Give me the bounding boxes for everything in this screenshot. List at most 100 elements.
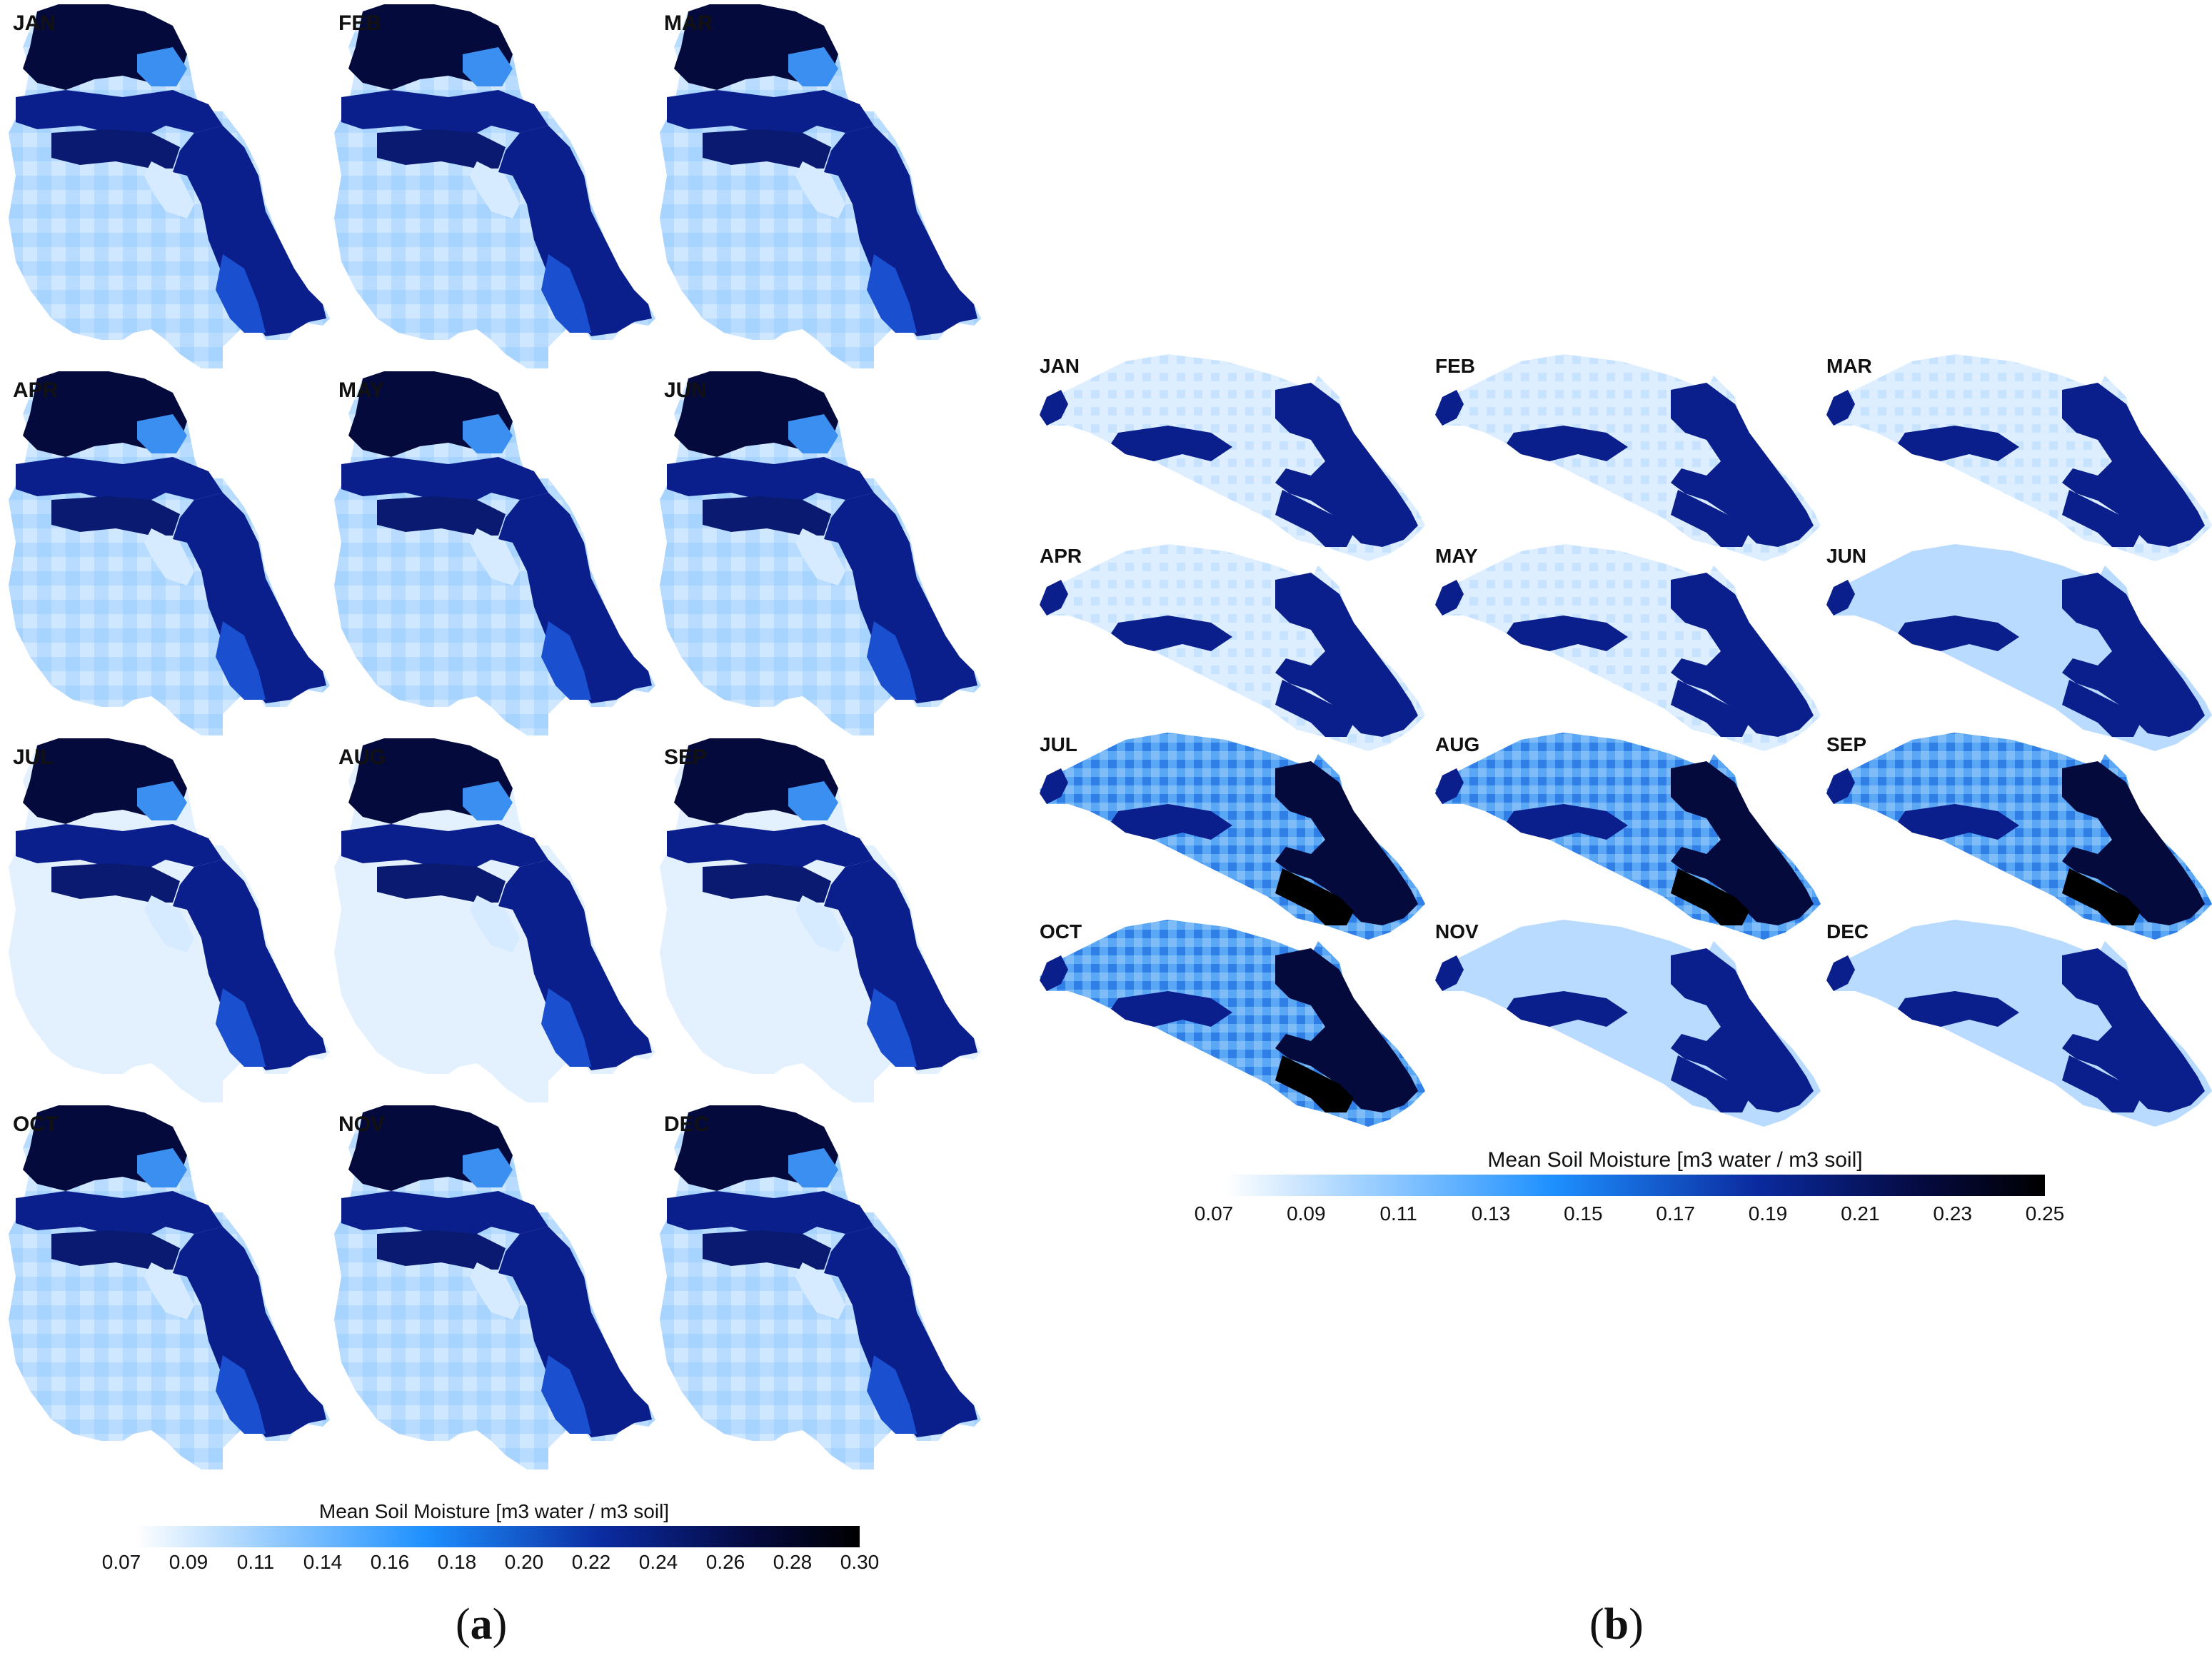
- light-finger-region: [795, 528, 845, 586]
- accent-region: [137, 781, 187, 820]
- central-band-region: [667, 90, 874, 140]
- east-range-region: [1671, 948, 1814, 1112]
- east-range-region: [1671, 573, 1814, 737]
- panel-b-map-mar: MAR: [1826, 354, 2212, 561]
- colorbar-tick-label: 0.18: [438, 1551, 477, 1573]
- central-band-region: [1507, 991, 1628, 1027]
- east-range-region: [2062, 761, 2205, 925]
- accent-region: [788, 414, 838, 453]
- east-range-region: [824, 860, 977, 1070]
- colorbar-tick-label: 0.07: [1195, 1202, 1234, 1225]
- accent-region: [137, 47, 187, 86]
- mid-region: [51, 496, 180, 536]
- month-label: OCT: [13, 1112, 58, 1136]
- east-range-region: [173, 126, 326, 336]
- east-range-region: [1275, 761, 1418, 925]
- central-band-region: [1898, 804, 2019, 840]
- southeast-range-region: [1671, 680, 1749, 737]
- east-range-region: [173, 493, 326, 703]
- light-finger-region: [470, 1262, 520, 1320]
- month-label: JUN: [1826, 545, 1866, 567]
- panel-a-map-oct: OCT: [9, 1105, 330, 1469]
- month-label: NOV: [338, 1112, 385, 1136]
- southeast-region: [541, 988, 591, 1067]
- mid-region: [703, 496, 831, 536]
- month-label: JAN: [13, 11, 56, 35]
- southeast-region: [541, 1355, 591, 1434]
- accent-region: [463, 1148, 513, 1187]
- light-finger-region: [144, 161, 194, 218]
- central-band-region: [1111, 804, 1232, 840]
- southeast-range-region: [1671, 490, 1749, 547]
- colorbar-tick-label: 0.07: [102, 1551, 141, 1573]
- west-tip-region: [1826, 768, 1855, 804]
- east-range-region: [173, 860, 326, 1070]
- west-tip-region: [1435, 390, 1464, 426]
- mid-region: [377, 863, 506, 903]
- panel-b-map-oct: OCT: [1040, 920, 1425, 1127]
- mid-region: [51, 1230, 180, 1270]
- central-band-region: [1507, 426, 1628, 461]
- mid-region: [51, 129, 180, 169]
- mid-region: [377, 129, 506, 169]
- central-band-region: [1507, 616, 1628, 651]
- panel-b-letter: b: [1604, 1600, 1629, 1649]
- central-band-region: [341, 824, 548, 874]
- colorbar-a-ticks: 0.07 0.09 0.11 0.14 0.16 0.18 0.20 0.22 0.24 0.26…: [102, 1551, 880, 1573]
- central-band-region: [16, 457, 223, 507]
- colorbar-tick-label: 0.23: [1933, 1202, 1972, 1225]
- central-band-region: [16, 1191, 223, 1241]
- panel-b-map-jul: JUL: [1040, 733, 1425, 940]
- month-label: SEP: [1826, 733, 1866, 755]
- panel-b-map-aug: AUG: [1435, 733, 1821, 940]
- colorbar-tick-label: 0.25: [2026, 1202, 2065, 1225]
- panel-a-map-may: MAY: [334, 371, 655, 735]
- east-range-region: [824, 1227, 977, 1437]
- west-tip-region: [1826, 390, 1855, 426]
- month-label: NOV: [1435, 920, 1479, 943]
- southeast-region: [216, 254, 266, 333]
- east-range-region: [498, 1227, 652, 1437]
- southeast-range-region: [2062, 490, 2141, 547]
- panel-b-map-jan: JAN: [1040, 354, 1425, 561]
- colorbar-tick-label: 0.22: [572, 1551, 611, 1573]
- east-range-region: [1275, 573, 1418, 737]
- colorbar-tick-label: 0.20: [505, 1551, 544, 1573]
- southeast-range-region: [1275, 1055, 1354, 1112]
- east-range-region: [2062, 948, 2205, 1112]
- east-range-region: [2062, 573, 2205, 737]
- east-range-region: [1671, 383, 1814, 547]
- panel-b-map-nov: NOV: [1435, 920, 1821, 1127]
- month-label: APR: [13, 378, 59, 402]
- west-tip-region: [1040, 580, 1068, 616]
- accent-region: [463, 47, 513, 86]
- east-range-region: [1275, 383, 1418, 547]
- east-range-region: [498, 126, 652, 336]
- panel-b-map-may: MAY: [1435, 544, 1821, 751]
- panel-b-maps: JAN FEB MAR APR MAY JUN JUL AUG SEP OCT NOV DEC: [1040, 354, 2212, 1127]
- panel-a-map-apr: APR: [9, 371, 330, 735]
- month-label: OCT: [1040, 920, 1082, 943]
- east-range-region: [1671, 761, 1814, 925]
- central-band-region: [1507, 804, 1628, 840]
- west-tip-region: [1040, 955, 1068, 991]
- east-range-region: [2062, 383, 2205, 547]
- colorbar-tick-label: 0.28: [773, 1551, 813, 1573]
- mid-region: [377, 1230, 506, 1270]
- west-tip-region: [1826, 580, 1855, 616]
- month-label: APR: [1040, 545, 1082, 567]
- mid-region: [51, 863, 180, 903]
- colorbar-b-ramp: [1225, 1175, 2045, 1196]
- month-label: JUL: [1040, 733, 1077, 755]
- light-finger-region: [144, 1262, 194, 1320]
- panel-b-map-feb: FEB: [1435, 354, 1821, 561]
- panel-a-map-dec: DEC: [660, 1105, 981, 1469]
- central-band-region: [16, 90, 223, 140]
- accent-region: [137, 414, 187, 453]
- southeast-range-region: [1275, 680, 1354, 737]
- west-tip-region: [1826, 955, 1855, 991]
- light-finger-region: [795, 1262, 845, 1320]
- west-tip-region: [1435, 768, 1464, 804]
- panel-a-map-nov: NOV: [334, 1105, 655, 1469]
